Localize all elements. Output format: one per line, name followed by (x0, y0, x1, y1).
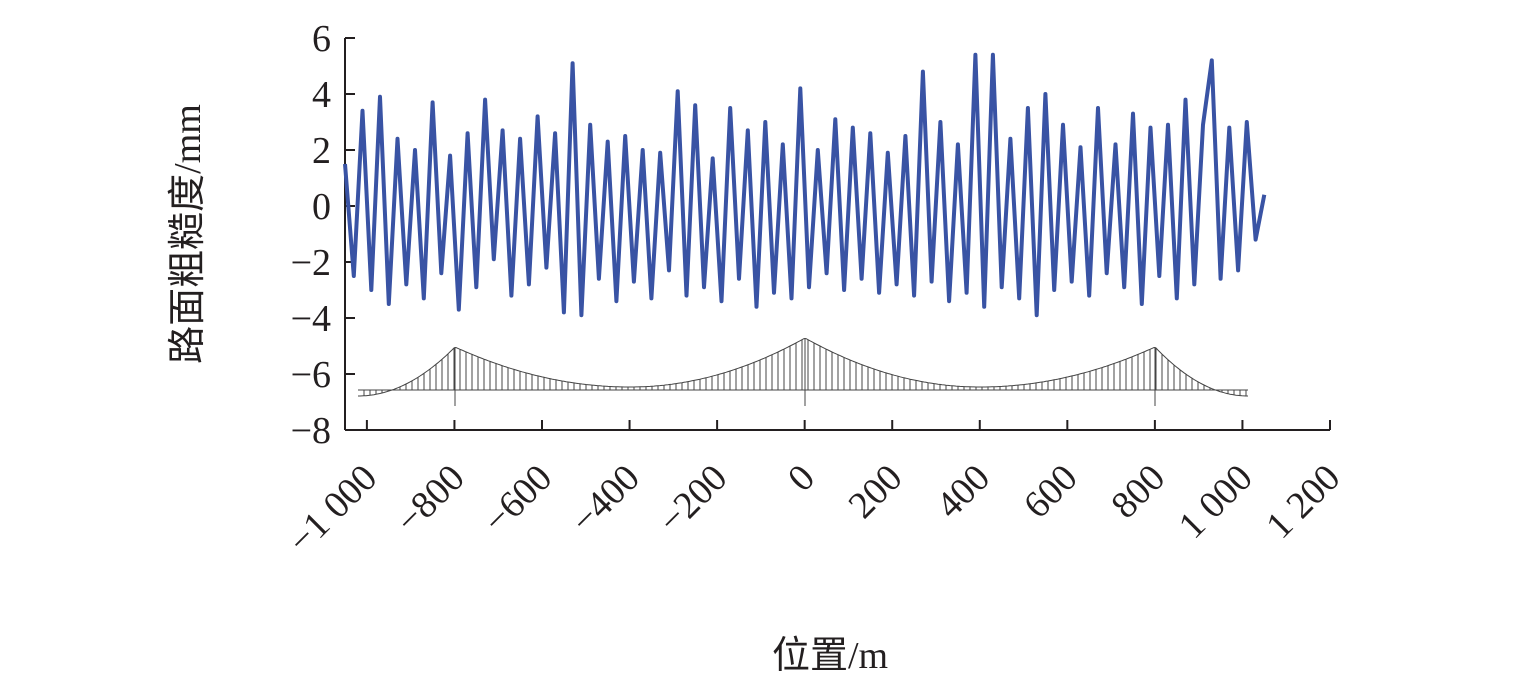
x-tick-label: 800 (1103, 457, 1173, 527)
bridge-cable (358, 338, 1248, 397)
y-tick-label: −2 (291, 242, 331, 284)
x-tick-label: 600 (1016, 457, 1086, 527)
x-tick-label: 0 (780, 457, 823, 500)
y-tick-label: −8 (291, 410, 331, 452)
x-tick-label: 1 200 (1258, 457, 1348, 547)
y-tick-label: 0 (312, 186, 331, 228)
x-tick-label: 400 (928, 457, 998, 527)
y-tick-label: 2 (312, 130, 331, 172)
x-tick-label: −600 (475, 457, 560, 542)
data-line (343, 52, 1267, 318)
x-tick-label: −400 (563, 457, 648, 542)
x-tick-label: −200 (650, 457, 735, 542)
y-tick-label: −6 (291, 354, 331, 396)
y-tick-label: 4 (312, 74, 331, 116)
y-tick-label: 6 (312, 18, 331, 60)
x-axis-label: 位置/m (772, 635, 888, 677)
x-tick-label: −800 (388, 457, 473, 542)
x-tick-label: −1 000 (280, 457, 385, 562)
x-tick-label: 200 (841, 457, 911, 527)
y-tick-label: −4 (291, 298, 331, 340)
y-axis-label: 路面粗糙度/mm (167, 104, 209, 364)
bridge-diagram (358, 338, 1248, 406)
x-tick-label: 1 000 (1171, 457, 1261, 547)
